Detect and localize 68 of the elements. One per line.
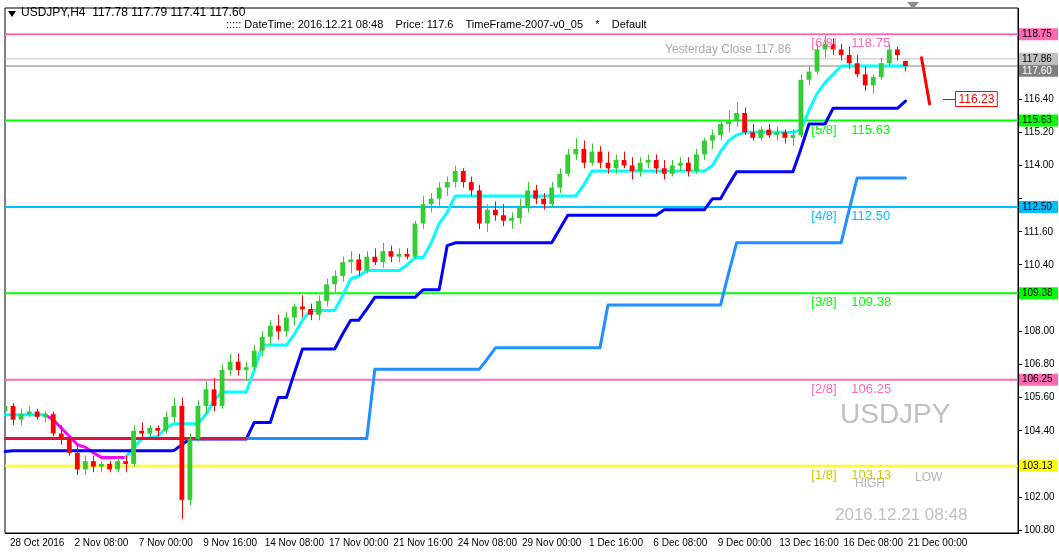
candlestick — [356, 253, 362, 277]
x-tick-label: 16 Dec 08:00 — [843, 536, 904, 548]
text: 118.75 — [1022, 28, 1052, 39]
y-tick-label: 106.80 — [1024, 358, 1056, 370]
ref-line-label: 109.38 — [851, 294, 892, 310]
y-tick-label: 114.00 — [1024, 159, 1055, 171]
candlestick — [139, 421, 145, 440]
annotation: LOW — [915, 470, 944, 485]
annotation: [5/8] — [811, 121, 837, 137]
y-tick-label: 105.60 — [1024, 391, 1056, 403]
y-tick-label: 102.00 — [1024, 490, 1056, 502]
x-tick-label: 6 Dec 08:00 — [653, 536, 708, 548]
y-tick-label: 110.40 — [1024, 258, 1055, 270]
x-tick-label: 28 Oct 2016 — [9, 536, 65, 548]
x-tick-label: 21 Nov 16:00 — [393, 536, 454, 548]
candlestick — [790, 129, 796, 147]
y-tick-label: 115.20 — [1024, 126, 1055, 138]
x-tick-label: 24 Nov 08:00 — [457, 536, 518, 548]
annotation: 2016.12.21 08:48 — [835, 504, 968, 524]
text: 112.50 — [1022, 200, 1052, 212]
candlestick — [509, 211, 514, 230]
y-tick-label: 116.40 — [1024, 92, 1055, 104]
x-tick-label: 2 Nov 08:00 — [74, 536, 129, 548]
x-tick-label: 1 Dec 16:00 — [589, 536, 644, 548]
annotation: [2/8] — [811, 380, 837, 396]
chart-title: USDJPY,H4 117.78 117.79 117.41 117.60 — [21, 5, 246, 20]
candlestick — [42, 410, 48, 423]
x-tick-label: 9 Dec 00:00 — [717, 536, 773, 548]
ref-line-label: 118.75 — [851, 35, 891, 51]
ref-line-label: 117.60 — [1022, 64, 1053, 76]
y-tick-label: 104.40 — [1024, 424, 1056, 436]
candlestick — [348, 250, 354, 274]
annotation: [3/8] — [811, 294, 837, 310]
annotation: Yesterday Close 117.86 — [665, 42, 792, 57]
candlestick — [645, 153, 651, 169]
annotation: 116.23 — [958, 91, 995, 106]
candlestick — [155, 424, 161, 437]
text: 106.25 — [1022, 373, 1053, 385]
candlestick — [300, 294, 305, 318]
candlestick — [123, 455, 129, 473]
ref-line-label: 112.50 — [851, 208, 891, 224]
ref-line-label: 115.63 — [851, 121, 891, 137]
candlestick — [533, 184, 539, 205]
ref-line-label: 117.86 — [1022, 52, 1053, 64]
x-tick-label: 17 Nov 00:00 — [329, 536, 389, 548]
y-tick-label: 111.60 — [1024, 225, 1054, 237]
candlestick — [677, 156, 683, 172]
candlestick — [243, 361, 249, 382]
x-tick-label: 21 Dec 00:00 — [907, 536, 968, 548]
annotation: USDJPY — [840, 397, 951, 429]
text: 103.13 — [1022, 459, 1053, 471]
annotation: [4/8] — [811, 208, 837, 224]
candlestick — [774, 126, 780, 142]
candlestick — [99, 460, 104, 473]
y-tick-label: 100.80 — [1024, 523, 1056, 535]
x-tick-label: 13 Dec 16:00 — [779, 536, 840, 548]
x-tick-label: 9 Nov 16:00 — [203, 536, 258, 548]
x-tick-label: 7 Nov 00:00 — [138, 536, 194, 548]
candlestick — [26, 405, 32, 418]
annotation: [1/8] — [811, 466, 837, 482]
x-tick-label: 29 Nov 00:00 — [521, 536, 582, 548]
text: 109.38 — [1022, 286, 1053, 298]
text: 115.63 — [1022, 114, 1052, 126]
candlestick — [726, 109, 731, 133]
x-tick-label: 14 Nov 08:00 — [264, 536, 325, 548]
y-tick-label: 108.00 — [1024, 325, 1056, 337]
text: ::::: DateTime: 2016.12.21 08:48 Price: 117.6 TimeFrame-2007-v0_05 * Default — [226, 18, 647, 31]
ref-line-label: 106.25 — [851, 380, 892, 396]
